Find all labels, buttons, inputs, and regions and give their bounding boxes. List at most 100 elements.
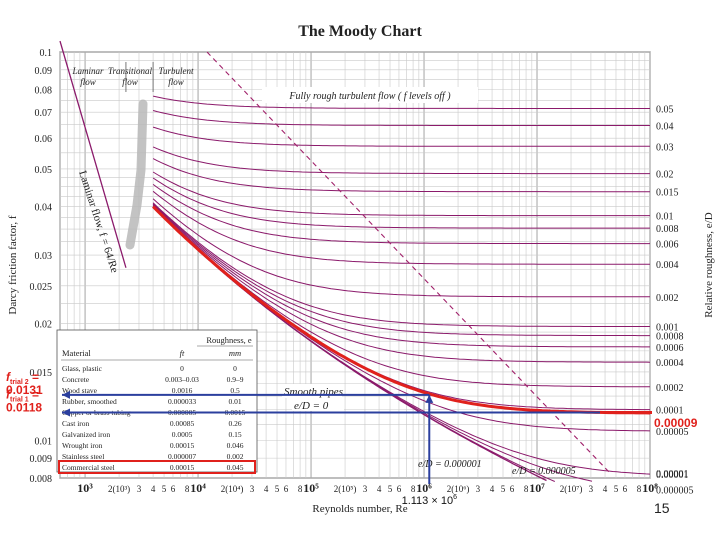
right-axis-label: Relative roughness, e/D: [703, 212, 715, 317]
table-cell: Galvanized iron: [62, 430, 110, 439]
x-tick-label: 10⁴: [190, 481, 206, 495]
ed0-label: e/D = 0: [294, 400, 329, 412]
roughness-curve: [152, 202, 650, 327]
fully-rough-label-bg: [262, 87, 478, 103]
roughness-label: 0.02: [656, 170, 674, 181]
table-cell: Cast iron: [62, 419, 90, 428]
x-tick-label: 4: [377, 484, 382, 494]
x-tick-label: 10³: [77, 481, 93, 495]
y-tick-label: 0.09: [35, 66, 53, 77]
roughness-curve: [152, 198, 650, 298]
x-tick-label: 2(10⁷): [560, 484, 583, 494]
y-tick-label: 0.025: [30, 282, 53, 293]
x-tick-label: 2(10⁴): [221, 484, 244, 494]
y-tick-label: 0.07: [35, 108, 53, 119]
reynolds-value-label: 1.113 × 106: [402, 494, 457, 507]
table-cell: 0.26: [228, 419, 241, 428]
table-cell: 0.00015: [170, 441, 195, 450]
x-tick-label: 5: [501, 484, 506, 494]
table-cell: Stainless steel: [62, 452, 104, 461]
x-tick-label: 6: [510, 484, 515, 494]
roughness-curve: [152, 177, 650, 229]
roughness-label: 0.00005: [656, 427, 689, 438]
x-tick-label: 3: [137, 484, 142, 494]
y-tick-label: 0.01: [35, 436, 53, 447]
roughness-curve: [152, 146, 650, 175]
x-tick-label: 6: [171, 484, 176, 494]
roughness-label: 0.015: [656, 188, 679, 199]
table-cell: Wood stave: [62, 386, 98, 395]
x-tick-label: 4: [603, 484, 608, 494]
table-cell: Wrought iron: [62, 441, 103, 450]
roughness-table-title: Roughness, e: [206, 335, 252, 345]
reynolds-arrowhead: [425, 394, 434, 403]
table-cell: 0: [233, 364, 237, 373]
y-tick-label: 0.04: [35, 203, 53, 214]
table-cell: Rubber, smoothed: [62, 397, 117, 406]
roughness-label: 0.00001: [656, 470, 689, 481]
ed5e6-label: e/D = 0.000005: [512, 466, 576, 477]
f-trial2-arrowhead: [62, 390, 70, 399]
roughness-curve: [152, 190, 650, 265]
f-trial1-label: ftrial 1 =: [6, 387, 39, 403]
roughness-curve: [152, 158, 650, 193]
x-tick-label: 3: [250, 484, 255, 494]
table-cell: 0.00015: [170, 463, 195, 472]
table-cell: 0.15: [228, 430, 241, 439]
roughness-curve: [152, 171, 650, 217]
y-axis-label: Darcy friction factor, f: [7, 215, 19, 314]
table-cell: Glass, plastic: [62, 364, 103, 373]
x-tick-label: 4: [264, 484, 269, 494]
x-tick-label: 4: [490, 484, 495, 494]
table-cell: 0.002: [227, 452, 244, 461]
table-cell: 0.5: [230, 386, 240, 395]
x-tick-label: 6: [623, 484, 628, 494]
roughness-label: 0.006: [656, 240, 679, 251]
y-tick-label: 0.08: [35, 86, 53, 97]
table-cell: 0.003–0.03: [165, 375, 199, 384]
roughness-label: 0.03: [656, 142, 674, 153]
x-tick-label: 5: [614, 484, 619, 494]
roughness-label: 0.008: [656, 224, 679, 235]
transition-band: [125, 99, 148, 250]
x-tick-label: 2(10⁵): [334, 484, 357, 494]
x-tick-label: 2(10⁶): [447, 484, 470, 494]
table-cell: Concrete: [62, 375, 90, 384]
x-tick-label: 8: [637, 484, 642, 494]
table-cell: 0.9–9: [227, 375, 244, 384]
y-tick-label: 0.05: [35, 165, 53, 176]
table-cell: 0.000033: [168, 397, 196, 406]
roughness-label: 0.0008: [656, 332, 684, 343]
x-tick-label: 2(10³): [108, 484, 130, 494]
laminar-label: Laminar: [71, 66, 104, 76]
table-cell: 0.00085: [170, 419, 195, 428]
x-tick-label: 5: [275, 484, 280, 494]
x-tick-label: 8: [185, 484, 190, 494]
roughness-label: 0.004: [656, 260, 679, 271]
transitional-label: Transitional: [108, 66, 153, 76]
roughness-table: [56, 329, 258, 473]
x-tick-label: 10⁸: [642, 481, 658, 495]
turbulent-label: Turbulent: [158, 66, 194, 76]
chart-text: The Moody Chart 0.1 0.09 0.08 0.07 0.06 0.05 0.…: [7, 23, 715, 515]
table-cell: 0.045: [227, 463, 244, 472]
table-cell: 0.0005: [172, 430, 193, 439]
laminar-line: [59, 40, 127, 268]
y-tick-label: 0.02: [35, 319, 53, 330]
roughness-label: 0.0002: [656, 383, 684, 394]
x-tick-label: 3: [363, 484, 368, 494]
fully-rough-label: Fully rough turbulent flow ( f levels of…: [288, 91, 451, 102]
roughness-label: 0.002: [656, 293, 679, 304]
roughness-curve: [152, 204, 650, 348]
x-tick-label: 5: [388, 484, 393, 494]
x-tick-label: 4: [151, 484, 156, 494]
roughness-label: 0.00001: [656, 469, 689, 480]
y-tick-label: 0.06: [35, 134, 53, 145]
roughness-label: 0.01: [656, 212, 674, 223]
y-tick-label: 0.1: [40, 48, 53, 59]
table-header-cell: ft: [180, 348, 185, 358]
table-header-cell: mm: [229, 348, 241, 358]
